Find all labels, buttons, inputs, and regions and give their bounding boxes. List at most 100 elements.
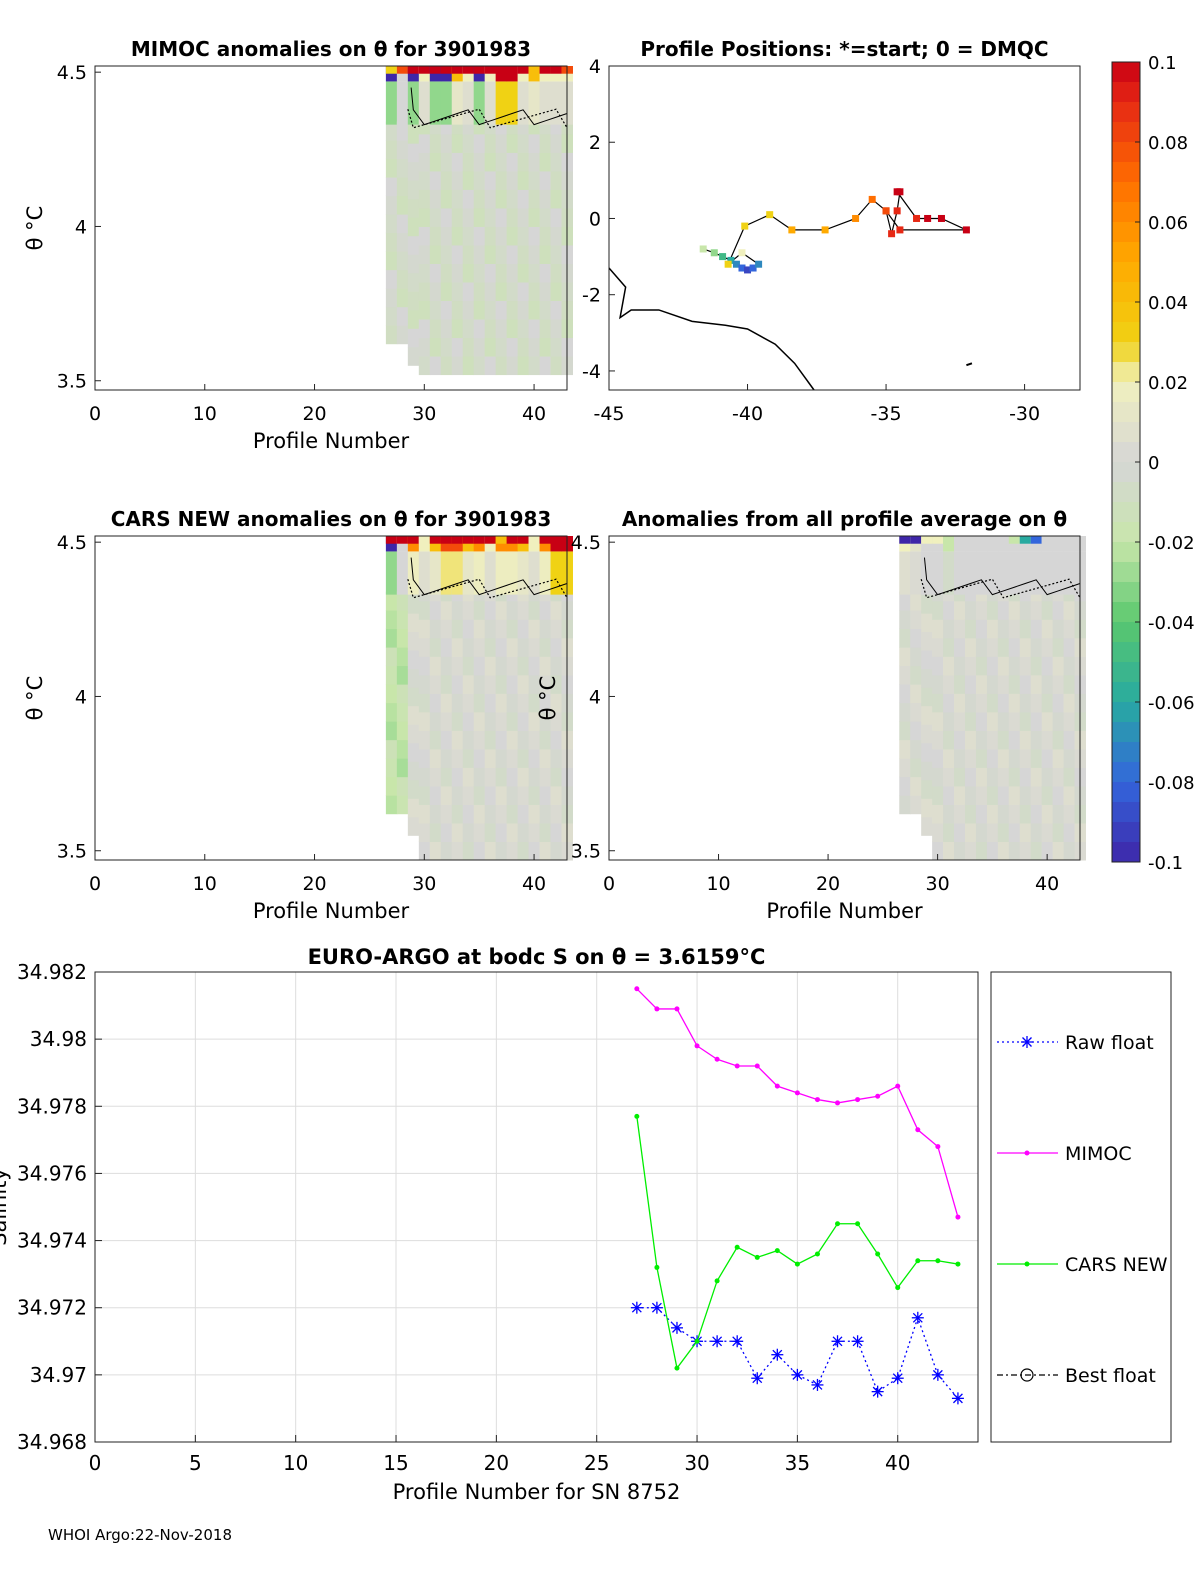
heatmap-cell (385, 551, 398, 595)
heatmap-cell (1041, 551, 1054, 595)
heatmap-cell (954, 600, 966, 620)
heatmap-cell (418, 170, 431, 190)
heatmap-cell (954, 748, 966, 768)
heatmap-cell (986, 619, 999, 639)
heatmap-cell (396, 269, 409, 289)
colorbar-segment (1112, 402, 1140, 423)
heatmap-cell (462, 226, 475, 246)
heatmap-cell (997, 841, 1010, 861)
heatmap-cell (429, 804, 442, 824)
axes-frame (608, 65, 1081, 391)
heatmap-cell (910, 610, 922, 630)
heatmap-cell (495, 785, 508, 805)
heatmap-cell (975, 637, 988, 657)
heatmap-cell (932, 693, 944, 713)
heatmap-cell (1030, 637, 1043, 657)
heatmap-cell (1052, 748, 1065, 768)
data-point (915, 1258, 921, 1264)
heatmap-cell (1030, 551, 1043, 595)
heatmap-cell (1063, 841, 1076, 861)
heatmap-cell (932, 656, 944, 676)
colorbar-segment (1112, 202, 1140, 223)
heatmap-cell (921, 687, 933, 707)
heatmap-cell (964, 748, 977, 768)
heatmap-cell (1063, 637, 1076, 657)
heatmap-cell (407, 705, 420, 725)
data-point-stroke (832, 1336, 843, 1347)
heatmap-cell (429, 619, 442, 639)
heatmap-cell (429, 244, 442, 264)
heatmap-cell (517, 767, 530, 787)
heatmap-cell (385, 81, 398, 125)
heatmap-cell (539, 170, 552, 190)
heatmap-cell (484, 81, 497, 125)
heatmap-cell (473, 244, 486, 264)
heatmap-cell (385, 776, 398, 796)
heatmap-cell (1019, 551, 1032, 595)
heatmap-cell (473, 337, 486, 357)
heatmap-cell (440, 841, 453, 861)
heatmap-cell (451, 804, 464, 824)
heatmap-cell (462, 115, 475, 135)
profile-position-marker (744, 266, 752, 274)
data-point-stroke (932, 1369, 943, 1380)
data-point (915, 1127, 921, 1133)
data-point (794, 1261, 800, 1267)
heatmap-cell (954, 619, 966, 639)
heatmap-cell (495, 841, 508, 861)
heatmap-cell (550, 81, 563, 125)
heatmap-cell (473, 674, 486, 694)
data-point (734, 1244, 740, 1250)
heatmap-cell (997, 536, 1010, 544)
heatmap-cell (517, 226, 530, 246)
data-point (654, 1264, 660, 1270)
y-tick-label: 4.5 (571, 532, 601, 554)
heatmap-cell (550, 319, 563, 339)
heatmap-cell (921, 724, 933, 744)
heatmap-cell (473, 189, 486, 209)
heatmap-cell (506, 711, 519, 731)
y-axis-label: θ °C (536, 676, 560, 721)
data-point (670, 1321, 683, 1334)
heatmap-cell (932, 841, 944, 861)
heatmap-cell (899, 628, 911, 648)
heatmap-cell (528, 822, 541, 842)
heatmap-cell (451, 841, 464, 861)
x-tick-label: -30 (1009, 403, 1040, 425)
heatmap-cell (462, 133, 475, 153)
heatmap-cell (506, 600, 519, 620)
heatmap-cell (528, 170, 541, 190)
heatmap-cell (429, 356, 442, 376)
heatmap-cell (418, 711, 431, 731)
heatmap-cell (440, 711, 453, 731)
heatmap-cell (910, 684, 922, 704)
profile-position-marker (852, 214, 860, 222)
heatmap-cell (943, 785, 955, 805)
y-tick-label: 34.972 (17, 1296, 87, 1320)
heatmap-cell (429, 226, 442, 246)
x-tick-label: 0 (89, 1451, 102, 1475)
data-point-stroke (952, 1393, 963, 1404)
heatmap-cell (986, 674, 999, 694)
heatmap-cell (407, 551, 420, 595)
y-tick-label: 0 (589, 208, 601, 230)
heatmap-cell (986, 748, 999, 768)
heatmap-cell (385, 702, 398, 722)
colorbar-tick-label: 0 (1148, 453, 1159, 474)
heatmap-cell (539, 841, 552, 861)
heatmap-cell (539, 207, 552, 227)
heatmap-cell (1041, 536, 1054, 544)
heatmap-cell (517, 356, 530, 376)
colorbar-segment (1112, 302, 1140, 323)
heatmap-cell (1052, 841, 1065, 861)
heatmap-cell (451, 170, 464, 190)
heatmap-cell (539, 337, 552, 357)
heatmap-cell (517, 133, 530, 153)
heatmap-cell (954, 822, 966, 842)
heatmap-cell (550, 785, 563, 805)
heatmap-cell (418, 619, 431, 639)
heatmap-cell (462, 282, 475, 302)
heatmap-cell (910, 628, 922, 648)
heatmap-cell (528, 536, 541, 544)
heatmap-cell (484, 263, 497, 283)
